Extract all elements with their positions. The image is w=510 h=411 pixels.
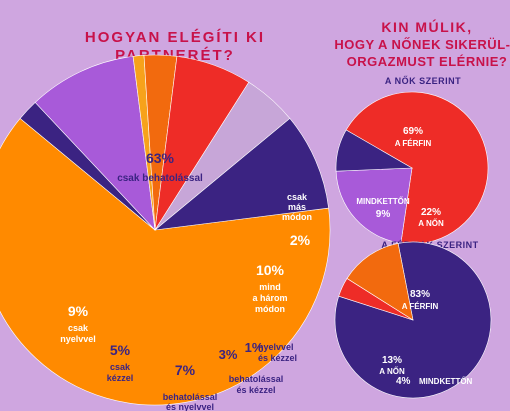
- label-9-line-2: nyelvvel: [60, 334, 96, 344]
- label-7-text-line-0: behatolással: [163, 392, 218, 402]
- label-5-line-0: 5%: [110, 342, 131, 358]
- label-10-line-3: módon: [255, 304, 285, 314]
- label-7-text-line-1: és nyelvvel: [166, 402, 214, 411]
- right-title-line-2: HOGY A NŐNEK SIKERÜL-E: [334, 37, 510, 52]
- label-5-line-1: csak: [110, 362, 131, 372]
- women-label-9: MINDKETTŐN 9%: [356, 197, 410, 220]
- label-10: 10% mind a három módon: [252, 262, 287, 314]
- men-label-83-line-0: 83%: [410, 289, 430, 300]
- women-label-9-line-0: MINDKETTŐN: [356, 197, 410, 206]
- women-label-22: 22% A NŐN: [418, 207, 444, 228]
- left-chart: HOGYAN ELÉGÍTI KI PARTNERÉT? 63% csak beh…: [0, 29, 331, 411]
- label-10-line-1: mind: [259, 282, 281, 292]
- women-label-22-line-1: A NŐN: [418, 219, 444, 228]
- right-title-line-1: KIN MÚLIK,: [381, 18, 472, 35]
- label-3-pct: 3%: [219, 347, 238, 362]
- men-label-13-line-1: A NŐN: [379, 367, 405, 376]
- women-subtitle: A NŐK SZERINT: [385, 75, 461, 86]
- men-label-4-line-0: 4%: [396, 376, 411, 387]
- label-10-line-0: 10%: [256, 262, 285, 278]
- women-label-69-line-0: 69%: [403, 126, 423, 137]
- label-2-text-line-1: más: [288, 202, 306, 212]
- label-5: 5% csak kézzel: [107, 342, 134, 383]
- label-63-line-0: 63%: [146, 150, 175, 166]
- women-label-9-line-1: 9%: [376, 209, 391, 220]
- men-label-4: 4%: [396, 376, 411, 387]
- women-label-69: 69% A FÉRFIN: [395, 126, 432, 148]
- label-2-text: csak más módon: [282, 192, 312, 222]
- left-slice-7: [154, 118, 329, 231]
- label-3-text: behatolással és kézzel: [229, 374, 284, 395]
- women-slice-2: [335, 129, 414, 172]
- label-5-line-2: kézzel: [107, 373, 134, 383]
- label-1-pct-line-0: 1%: [245, 340, 264, 355]
- left-slice-2: [34, 56, 156, 231]
- women-pie: [335, 91, 489, 245]
- label-7-pct-line-0: 7%: [175, 362, 196, 378]
- women-slice-0: [345, 91, 489, 245]
- label-1-text-line-0: nyelvvel: [258, 342, 294, 352]
- men-label-4-text-line-0: MINDKETTŐN: [419, 377, 473, 386]
- label-2-pct-line-0: 2%: [290, 232, 311, 248]
- men-slice-2: [346, 243, 414, 321]
- men-pie: [334, 241, 492, 399]
- men-label-83: 83% A FÉRFIN: [402, 289, 439, 311]
- label-1-text: nyelvvel és kézzel: [258, 342, 297, 363]
- women-pie-labels: 69% A FÉRFIN 22% A NŐN MINDKETTŐN 9%: [356, 126, 444, 228]
- left-title-line-1: HOGYAN ELÉGÍTI KI: [85, 29, 265, 46]
- men-label-13-line-0: 13%: [382, 355, 402, 366]
- women-label-69-line-1: A FÉRFIN: [395, 139, 432, 148]
- men-label-4-text: MINDKETTŐN: [419, 377, 473, 386]
- label-7-pct: 7%: [175, 362, 196, 378]
- men-label-13: 13% A NŐN: [379, 355, 405, 376]
- right-title-line-3: ORGAZMUST ELÉRNIE?: [347, 54, 508, 69]
- label-1-pct: 1%: [245, 340, 264, 355]
- label-3-pct-line-0: 3%: [219, 347, 238, 362]
- women-label-22-line-0: 22%: [421, 207, 441, 218]
- label-2-text-line-0: csak: [287, 192, 308, 202]
- label-9: 9% csak nyelvvel: [60, 303, 96, 344]
- label-1-text-line-1: és kézzel: [258, 353, 297, 363]
- label-9-line-1: csak: [68, 323, 89, 333]
- right-chart-women: KIN MÚLIK, HOGY A NŐNEK SIKERÜL-E ORGAZM…: [334, 18, 510, 245]
- left-slice-0: [0, 118, 331, 406]
- label-63: 63% csak behatolással: [117, 150, 203, 184]
- left-pie: [0, 54, 331, 406]
- label-63-line-1: csak behatolással: [117, 173, 203, 184]
- label-7-text: behatolással és nyelvvel: [163, 392, 218, 411]
- label-10-line-2: a három: [252, 293, 287, 303]
- label-2-pct: 2%: [290, 232, 311, 248]
- label-3-text-line-0: behatolással: [229, 374, 284, 384]
- women-slice-1: [335, 167, 413, 244]
- men-label-83-line-1: A FÉRFIN: [402, 302, 439, 311]
- label-2-text-line-2: módon: [282, 212, 312, 222]
- label-9-line-0: 9%: [68, 303, 89, 319]
- label-3-text-line-1: és kézzel: [236, 385, 275, 395]
